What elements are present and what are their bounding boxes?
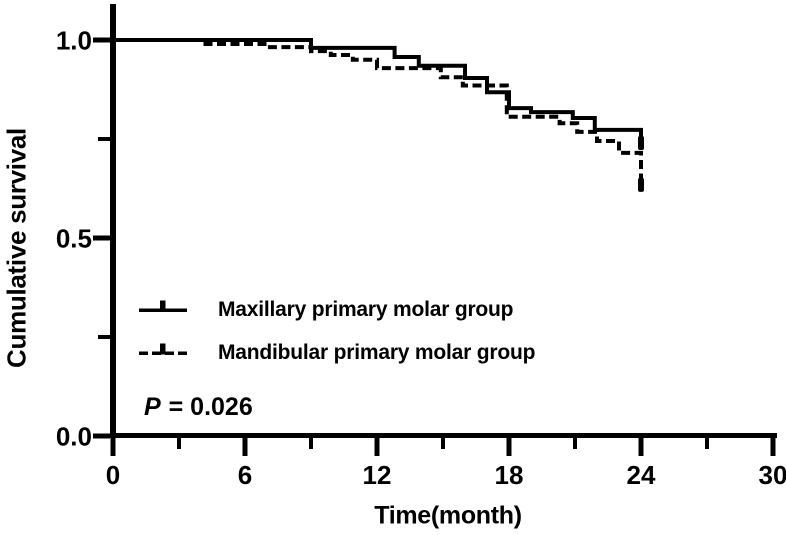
x-minor-tick <box>441 433 445 449</box>
p-value-annotation: P = 0.026 <box>144 393 253 422</box>
x-major-tick <box>770 433 776 456</box>
legend-label-mandibular: Mandibular primary molar group <box>218 341 536 364</box>
legend-item-maxillary: Maxillary primary molar group <box>138 298 535 321</box>
solid-line-key-icon <box>139 300 187 312</box>
y-tick-label: 0.5 <box>56 224 92 254</box>
y-major-tick <box>93 37 110 43</box>
x-major-tick <box>242 433 248 456</box>
x-major-tick <box>374 433 380 456</box>
x-minor-tick <box>705 433 709 449</box>
x-minor-tick <box>573 433 577 449</box>
p-value-text: = 0.026 <box>161 393 253 421</box>
y-minor-tick <box>98 137 110 141</box>
legend-item-mandibular: Mandibular primary molar group <box>138 341 536 364</box>
x-major-tick <box>110 433 116 456</box>
legend-label-maxillary: Maxillary primary molar group <box>218 298 514 321</box>
survival-curve-maxillary <box>113 38 643 145</box>
x-tick-label: 18 <box>495 460 524 490</box>
x-major-tick <box>506 433 512 456</box>
y-tick-label: 1.0 <box>56 26 92 56</box>
censor-tick-icon <box>160 343 166 355</box>
y-major-tick <box>93 433 110 439</box>
censor-tick-icon <box>160 300 166 312</box>
legend: Maxillary primary molar group Mandibular… <box>138 298 536 364</box>
y-axis-spine <box>110 4 116 438</box>
y-minor-tick <box>98 335 110 339</box>
end-censor-marker-mandibular <box>638 177 644 192</box>
y-tick-label: 0.0 <box>56 422 92 452</box>
p-symbol: P <box>144 393 161 421</box>
y-major-tick <box>93 235 110 241</box>
y-axis-title: Cumulative survival <box>1 128 32 368</box>
x-tick-label: 6 <box>238 460 252 490</box>
x-major-tick <box>638 433 644 456</box>
survival-curve-mandibular <box>113 38 643 187</box>
x-axis-title: Time(month) <box>374 501 522 530</box>
x-minor-tick <box>309 433 313 449</box>
x-tick-label: 30 <box>759 460 786 490</box>
dashed-line-key-icon <box>139 343 187 355</box>
x-tick-label: 24 <box>627 460 656 490</box>
x-tick-label: 0 <box>106 460 120 490</box>
end-censor-marker-maxillary <box>638 135 644 150</box>
x-minor-tick <box>177 433 181 449</box>
x-tick-label: 12 <box>363 460 392 490</box>
